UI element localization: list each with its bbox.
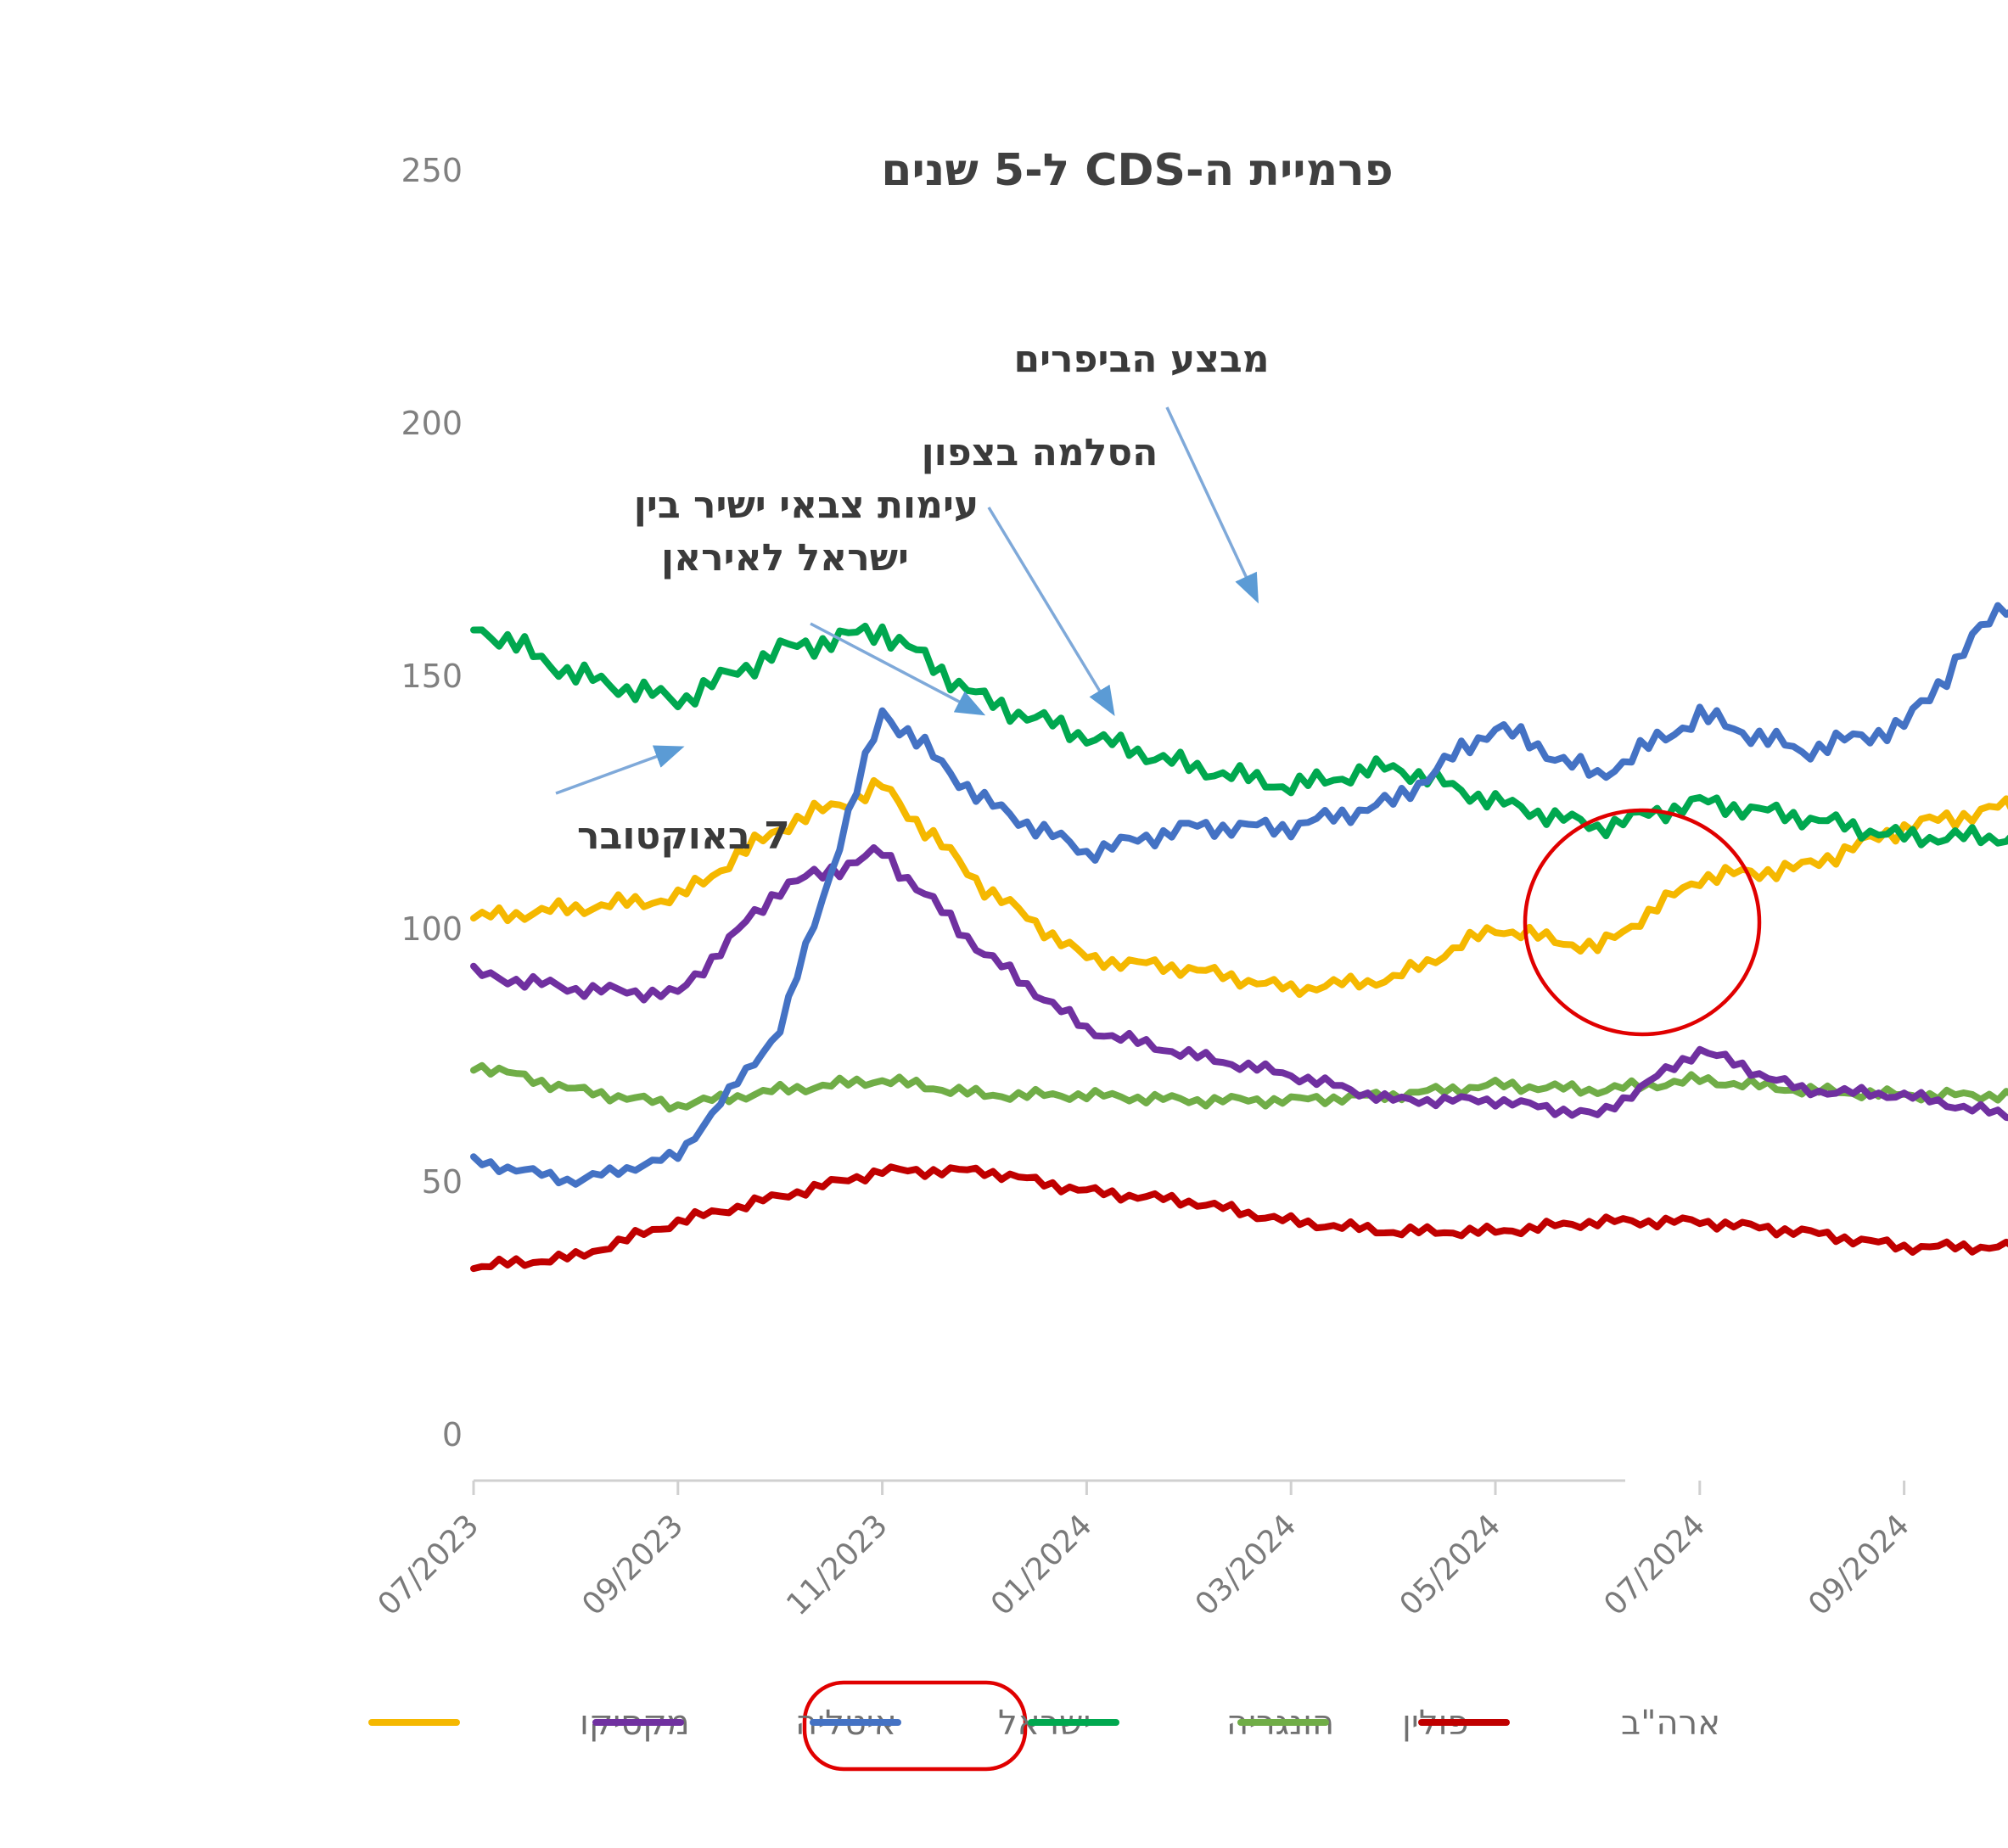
- series-line: [470, 776, 2008, 999]
- annotation-label: ישראל לאיראן: [661, 536, 909, 580]
- series-line: [470, 622, 2008, 848]
- annotation-arrow: [987, 507, 1115, 716]
- y-tick-label: 0: [442, 1416, 463, 1453]
- x-axis: 07/2023 09/2023 11/2023 01/2024 03/2024 05/20…: [372, 1479, 2008, 1622]
- annotation-label: 7 באוקטובר: [577, 815, 790, 858]
- series-lines: [470, 602, 2008, 1273]
- y-tick-label: 150: [401, 658, 463, 695]
- legend-label: ארה"ב: [1621, 1704, 1720, 1743]
- annotation-label: מבצע הביפרים: [1013, 338, 1269, 381]
- legend-highlight-box: [802, 1680, 1028, 1772]
- highlights: [802, 808, 1762, 1772]
- annotations: 7 באוקטובר עימות צבאי ישיר בין ישראל לאירא…: [555, 338, 1270, 858]
- y-tick-label: 200: [401, 405, 463, 442]
- annotation-arrow: [810, 622, 986, 716]
- y-tick-label: 100: [401, 910, 463, 948]
- x-tick-label: 11/2023: [780, 1508, 895, 1622]
- series-line: [470, 1163, 2008, 1273]
- x-tick-label: 09/2024: [1802, 1508, 1916, 1622]
- x-tick-label: 07/2024: [1597, 1508, 1712, 1622]
- legend: מקסיקו איטליה ישראל הונגריה פולין ארה"ב: [368, 1704, 1720, 1743]
- y-axis-ticks: 0 50 100 150 200 250: [401, 152, 463, 1453]
- annotation-arrow: [555, 745, 685, 795]
- x-tick-label: 07/2023: [372, 1508, 486, 1622]
- annotation-label: עימות צבאי ישיר בין: [634, 484, 979, 527]
- chart-title: פרמיית ה-CDS ל-5 שנים: [881, 145, 1393, 196]
- annotation-label: הסלמה בצפון: [922, 431, 1158, 474]
- y-tick-label: 50: [422, 1163, 463, 1201]
- y-tick-label: 250: [401, 152, 463, 189]
- highlight-circle: [1523, 808, 1762, 1037]
- series-line: [470, 844, 2008, 1122]
- x-tick-label: 03/2024: [1189, 1508, 1304, 1622]
- x-tick-label: 05/2024: [1394, 1508, 1508, 1622]
- series-line: [470, 602, 2008, 1188]
- x-tick-label: 09/2023: [575, 1508, 690, 1622]
- x-tick-label: 01/2024: [984, 1508, 1099, 1622]
- annotation-arrow: [1165, 406, 1259, 604]
